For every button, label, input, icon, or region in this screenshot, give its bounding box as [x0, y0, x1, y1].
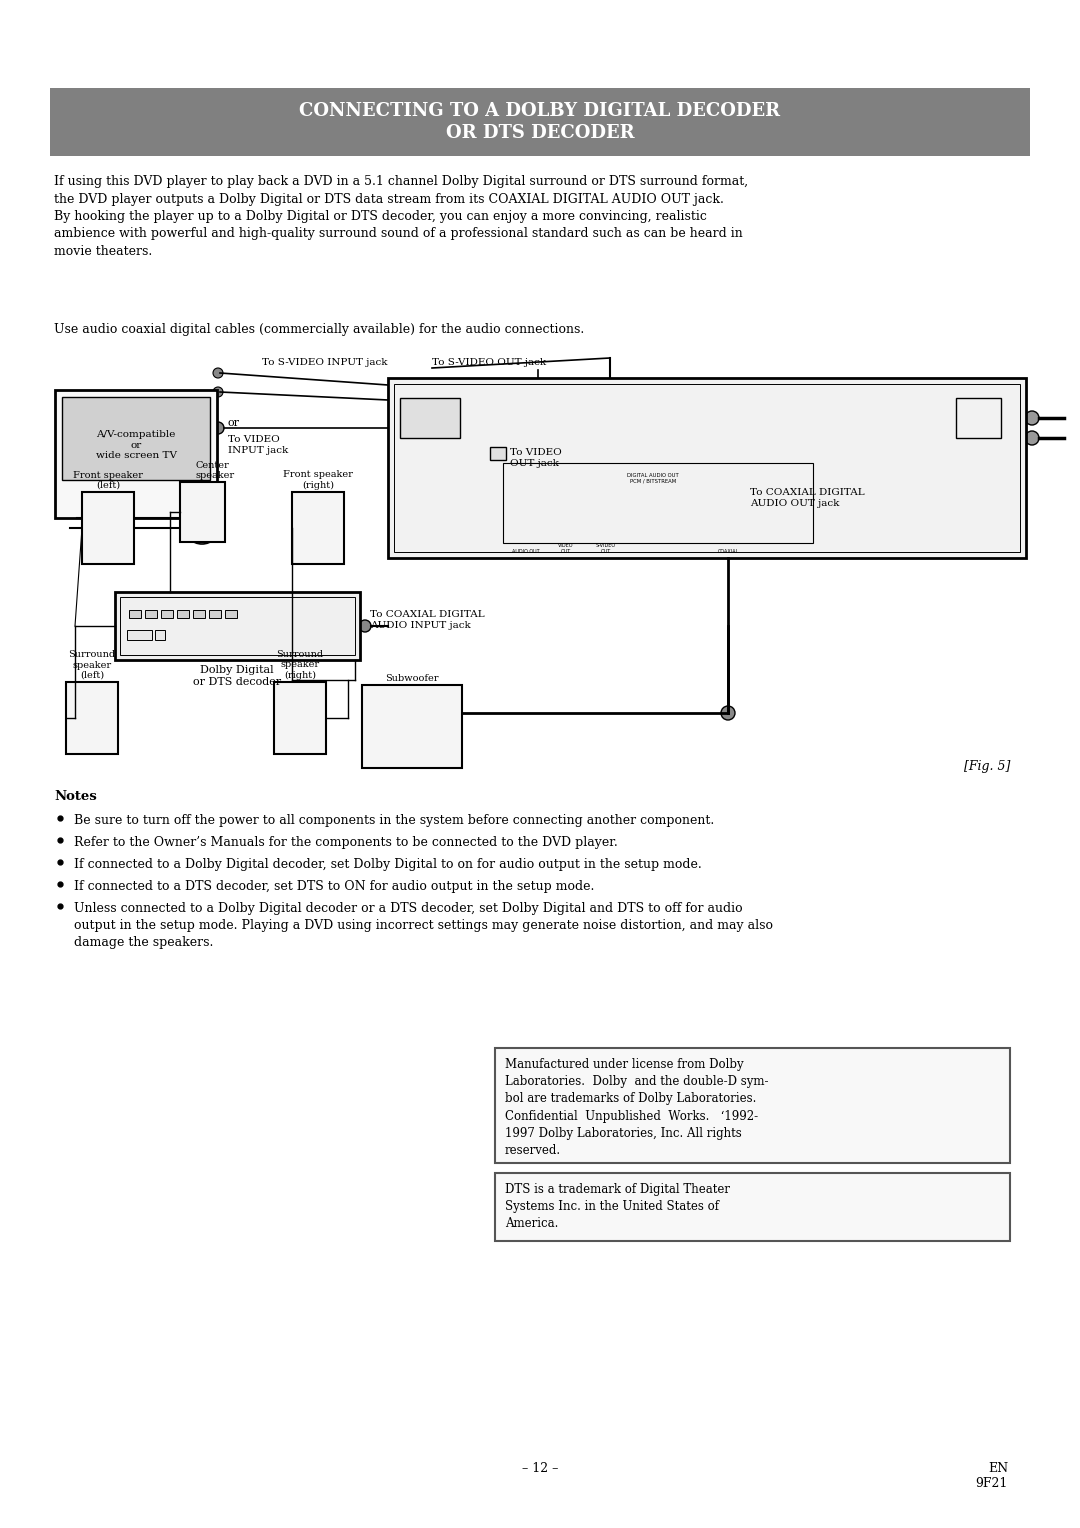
- Ellipse shape: [85, 691, 99, 704]
- Text: Subwoofer: Subwoofer: [386, 674, 438, 683]
- Bar: [495, 1174, 1010, 1241]
- Ellipse shape: [308, 610, 342, 643]
- Bar: [127, 630, 152, 640]
- Text: COAXIAL: COAXIAL: [717, 549, 739, 555]
- Text: DIGITAL AUDIO OUT
PCM / BITSTREAM: DIGITAL AUDIO OUT PCM / BITSTREAM: [627, 474, 679, 484]
- Bar: [66, 681, 118, 753]
- Bar: [292, 492, 345, 564]
- Ellipse shape: [75, 714, 110, 750]
- Bar: [161, 610, 173, 617]
- Text: DTS is a trademark of Digital Theater
Systems Inc. in the United States of
Ameri: DTS is a trademark of Digital Theater Sy…: [505, 1183, 730, 1230]
- Ellipse shape: [82, 501, 87, 507]
- Ellipse shape: [359, 620, 372, 633]
- Text: A/V-compatible
or
wide screen TV: A/V-compatible or wide screen TV: [95, 429, 176, 460]
- Text: Surround
speaker
(left): Surround speaker (left): [68, 651, 116, 680]
- Text: To S-VIDEO OUT jack: To S-VIDEO OUT jack: [432, 358, 546, 367]
- Text: Refer to the Owner’s Manuals for the components to be connected to the DVD playe: Refer to the Owner’s Manuals for the com…: [75, 836, 618, 850]
- Text: AUDIO OUT: AUDIO OUT: [512, 549, 540, 555]
- Ellipse shape: [718, 497, 738, 516]
- Ellipse shape: [195, 490, 210, 504]
- Bar: [129, 610, 141, 617]
- Ellipse shape: [90, 524, 126, 559]
- Text: If using this DVD player to play back a DVD in a 5.1 channel Dolby Digital surro: If using this DVD player to play back a …: [54, 176, 748, 258]
- Ellipse shape: [1025, 411, 1039, 425]
- Ellipse shape: [593, 495, 619, 521]
- Bar: [362, 685, 462, 769]
- Text: To VIDEO
INPUT jack: To VIDEO INPUT jack: [228, 435, 288, 455]
- Text: Front speaker
(right): Front speaker (right): [283, 471, 353, 490]
- Text: Surround
speaker
(right): Surround speaker (right): [276, 649, 324, 680]
- Text: Center
speaker: Center speaker: [195, 460, 234, 480]
- Ellipse shape: [72, 501, 78, 507]
- Ellipse shape: [213, 368, 222, 377]
- Text: CONNECTING TO A DOLBY DIGITAL DECODER
OR DTS DECODER: CONNECTING TO A DOLBY DIGITAL DECODER OR…: [299, 102, 781, 142]
- Bar: [62, 397, 210, 480]
- Text: To VIDEO
OUT jack: To VIDEO OUT jack: [510, 448, 562, 468]
- Ellipse shape: [300, 524, 336, 559]
- Bar: [225, 610, 237, 617]
- Ellipse shape: [102, 500, 114, 513]
- Ellipse shape: [212, 422, 224, 434]
- Text: Manufactured under license from Dolby
Laboratories.  Dolby  and the double-D sym: Manufactured under license from Dolby La…: [505, 1057, 769, 1157]
- Bar: [193, 610, 205, 617]
- Bar: [490, 448, 507, 460]
- Ellipse shape: [721, 706, 735, 720]
- Bar: [82, 492, 134, 564]
- Ellipse shape: [656, 478, 680, 503]
- Bar: [120, 597, 355, 656]
- Bar: [55, 390, 217, 518]
- Ellipse shape: [282, 714, 318, 750]
- Text: Dolby Digital
or DTS decoder: Dolby Digital or DTS decoder: [193, 665, 281, 686]
- Bar: [956, 397, 1001, 439]
- Text: Notes: Notes: [54, 790, 97, 804]
- Bar: [145, 610, 157, 617]
- Text: Be sure to turn off the power to all components in the system before connecting : Be sure to turn off the power to all com…: [75, 814, 714, 827]
- Text: – 12 –: – 12 –: [522, 1462, 558, 1475]
- Text: EN
9F21: EN 9F21: [975, 1462, 1008, 1490]
- Text: If connected to a DTS decoder, set DTS to ON for audio output in the setup mode.: If connected to a DTS decoder, set DTS t…: [75, 880, 594, 892]
- Ellipse shape: [1025, 431, 1039, 445]
- Text: Use audio coaxial digital cables (commercially available) for the audio connecti: Use audio coaxial digital cables (commer…: [54, 322, 584, 336]
- Bar: [388, 377, 1026, 558]
- Text: To S-VIDEO INPUT jack: To S-VIDEO INPUT jack: [262, 358, 388, 367]
- Ellipse shape: [86, 726, 98, 738]
- Ellipse shape: [184, 507, 220, 544]
- Ellipse shape: [513, 495, 539, 521]
- Bar: [180, 481, 225, 542]
- Ellipse shape: [213, 387, 222, 397]
- Ellipse shape: [311, 500, 325, 513]
- Ellipse shape: [195, 520, 208, 532]
- Bar: [50, 89, 1030, 156]
- Text: Unless connected to a Dolby Digital decoder or a DTS decoder, set Dolby Digital : Unless connected to a Dolby Digital deco…: [75, 902, 773, 949]
- Ellipse shape: [293, 691, 307, 704]
- Text: To COAXIAL DIGITAL
AUDIO OUT jack: To COAXIAL DIGITAL AUDIO OUT jack: [750, 487, 865, 509]
- Bar: [156, 630, 165, 640]
- Ellipse shape: [384, 706, 440, 762]
- Text: S-VIDEO
OUT: S-VIDEO OUT: [596, 542, 616, 555]
- Bar: [503, 463, 813, 542]
- Text: VIDEO
OUT: VIDEO OUT: [558, 542, 573, 555]
- Bar: [274, 681, 326, 753]
- Bar: [400, 397, 460, 439]
- Ellipse shape: [294, 726, 306, 738]
- Text: To COAXIAL DIGITAL
AUDIO INPUT jack: To COAXIAL DIGITAL AUDIO INPUT jack: [370, 610, 485, 631]
- Bar: [210, 610, 221, 617]
- Bar: [495, 1048, 1010, 1163]
- Bar: [177, 610, 189, 617]
- Ellipse shape: [553, 495, 579, 521]
- Text: If connected to a Dolby Digital decoder, set Dolby Digital to on for audio outpu: If connected to a Dolby Digital decoder,…: [75, 859, 702, 871]
- Ellipse shape: [402, 724, 422, 744]
- Text: or: or: [228, 419, 240, 428]
- Ellipse shape: [102, 536, 114, 549]
- Text: [Fig. 5]: [Fig. 5]: [963, 759, 1010, 773]
- Ellipse shape: [312, 536, 324, 549]
- Bar: [114, 591, 360, 660]
- Text: Front speaker
(left): Front speaker (left): [73, 471, 143, 490]
- Bar: [394, 384, 1020, 552]
